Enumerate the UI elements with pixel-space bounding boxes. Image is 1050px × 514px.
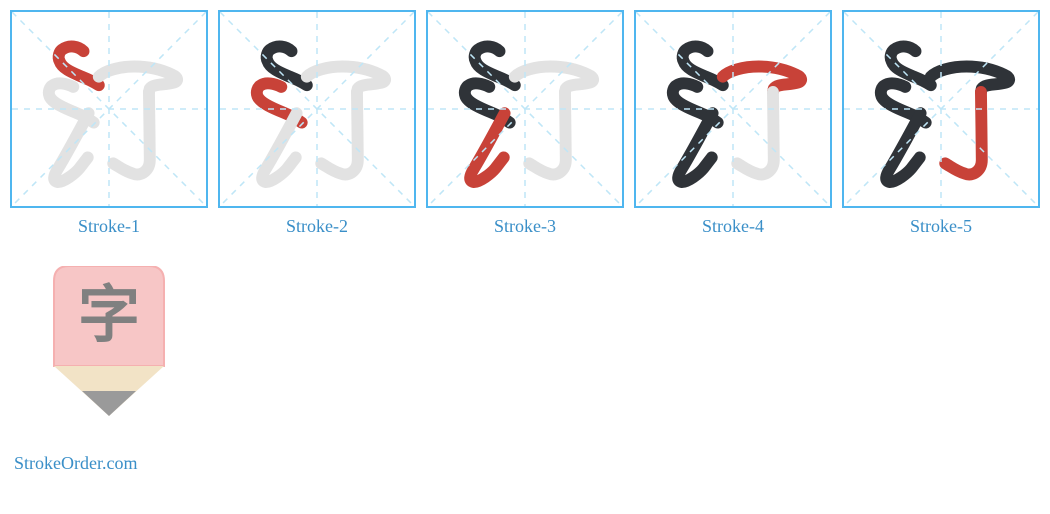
- character-glyph: [232, 24, 402, 194]
- character-glyph: [24, 24, 194, 194]
- stroke-tile-5: [842, 10, 1040, 208]
- stroke-label-5: Stroke-5: [910, 216, 972, 237]
- logo-pencil-icon: 字: [44, 266, 174, 426]
- svg-text:字: 字: [78, 281, 140, 350]
- stroke-cell-1: Stroke-1: [10, 10, 208, 237]
- stroke-grid: Stroke-1 Stroke-2 Stroke-3 Stroke-4: [10, 10, 1040, 474]
- stroke-label-4: Stroke-4: [702, 216, 764, 237]
- character-glyph: [648, 24, 818, 194]
- stroke-tile-4: [634, 10, 832, 208]
- logo-cell: 字 StrokeOrder.com: [10, 247, 208, 474]
- stroke-tile-3: [426, 10, 624, 208]
- stroke-cell-4: Stroke-4: [634, 10, 832, 237]
- stroke-cell-5: Stroke-5: [842, 10, 1040, 237]
- character-glyph: [856, 24, 1026, 194]
- character-glyph: [440, 24, 610, 194]
- stroke-tile-1: [10, 10, 208, 208]
- stroke-label-2: Stroke-2: [286, 216, 348, 237]
- stroke-cell-2: Stroke-2: [218, 10, 416, 237]
- logo-wrap: 字: [10, 247, 208, 445]
- stroke-tile-2: [218, 10, 416, 208]
- stroke-label-3: Stroke-3: [494, 216, 556, 237]
- stroke-cell-3: Stroke-3: [426, 10, 624, 237]
- brand-text: StrokeOrder.com: [10, 453, 137, 474]
- stroke-label-1: Stroke-1: [78, 216, 140, 237]
